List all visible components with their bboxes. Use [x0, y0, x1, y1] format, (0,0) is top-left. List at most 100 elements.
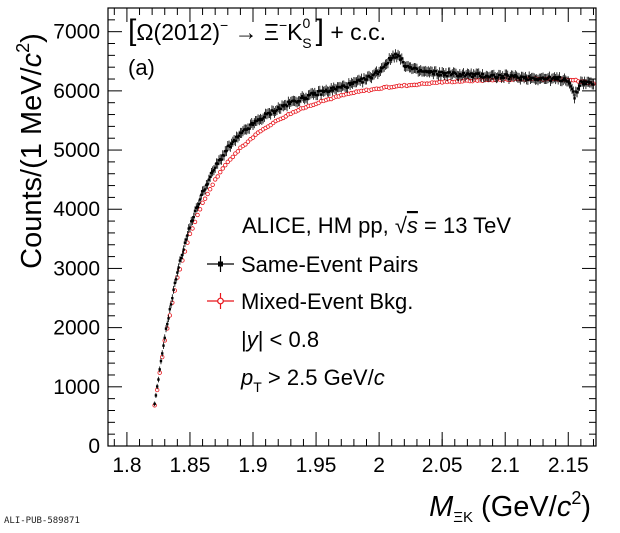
same-event-point	[424, 69, 427, 73]
same-event-point	[464, 73, 468, 77]
same-event-point	[312, 93, 315, 96]
same-event-point	[577, 87, 580, 90]
x-tick-label: 2.05	[422, 454, 463, 477]
same-event-point	[560, 79, 564, 83]
energy-value: = 13 TeV	[418, 213, 511, 238]
process-omega-charge: −	[220, 17, 228, 33]
same-event-point	[188, 226, 192, 229]
legend: Same-Event Pairs Mixed-Event Bkg.	[207, 252, 418, 314]
same-event-point	[245, 128, 248, 131]
same-event-point	[540, 76, 543, 80]
same-event-point	[517, 76, 521, 80]
same-event-point	[341, 84, 344, 88]
same-event-point	[507, 77, 511, 81]
same-event-point	[285, 104, 289, 108]
same-event-point	[544, 77, 547, 81]
same-event-point	[360, 77, 363, 80]
same-event-point	[289, 100, 293, 104]
same-event-point	[273, 111, 276, 115]
same-event-point	[554, 77, 557, 81]
x-axis-title-m: M	[429, 491, 454, 523]
same-event-point	[167, 317, 170, 320]
process-lbracket: [	[128, 14, 137, 47]
same-event-point	[488, 75, 492, 78]
mixed-event-point	[190, 226, 195, 231]
pt-p: p	[240, 365, 253, 390]
same-event-point	[390, 56, 393, 60]
same-event-point	[282, 105, 285, 108]
same-event-point	[161, 352, 164, 355]
plot-frame	[107, 7, 597, 447]
same-event-point	[236, 136, 240, 139]
same-event-point	[155, 385, 159, 388]
same-event-point	[514, 74, 517, 77]
same-event-point	[575, 91, 579, 94]
same-event-point	[340, 86, 343, 89]
same-event-point	[173, 281, 177, 285]
process-omega: Ω(2012)	[136, 19, 220, 45]
same-event-point	[234, 139, 237, 143]
y-tick-label: 4000	[53, 198, 100, 221]
same-event-point	[510, 74, 513, 77]
same-event-point	[269, 113, 272, 116]
same-event-point	[410, 67, 414, 71]
same-event-point	[343, 85, 347, 89]
same-event-point	[409, 66, 412, 69]
same-event-point	[260, 118, 264, 122]
same-event-point	[588, 81, 591, 84]
same-event-point	[451, 72, 454, 76]
same-event-point	[226, 144, 229, 148]
same-event-point	[279, 107, 282, 110]
same-event-point	[406, 64, 410, 68]
same-event-point	[558, 75, 561, 79]
same-event-point	[589, 81, 593, 84]
same-event-point	[357, 78, 361, 81]
same-event-point	[396, 53, 400, 57]
y-axis-title-c: c	[16, 52, 48, 67]
x-axis-title-close: )	[581, 491, 591, 523]
same-event-point	[505, 73, 508, 76]
panel-label: (a)	[128, 55, 155, 80]
same-event-point	[386, 62, 390, 65]
same-event-point	[509, 75, 512, 79]
same-event-point	[492, 73, 496, 77]
same-event-point	[550, 77, 554, 80]
same-event-point	[302, 96, 305, 100]
same-event-point	[254, 119, 257, 123]
series-same-event	[153, 49, 595, 407]
same-event-point	[253, 121, 256, 125]
same-event-point	[395, 56, 398, 59]
same-event-point	[466, 72, 469, 75]
same-event-point	[381, 66, 385, 69]
process-xi-charge: −	[279, 17, 287, 33]
process-k: K	[287, 19, 303, 45]
process-k-sup: 0	[302, 15, 310, 31]
same-event-point	[408, 66, 411, 69]
x-axis-title-units: (GeV/	[473, 491, 558, 523]
y-tick-label: 3000	[53, 257, 100, 280]
mixed-event-point	[230, 154, 236, 160]
x-tick-label: 1.9	[238, 454, 267, 477]
y-tick-label: 0	[88, 435, 100, 458]
same-event-point	[225, 149, 228, 153]
x-tick-label: 2.1	[491, 454, 520, 477]
same-event-point	[521, 75, 525, 79]
same-event-point	[478, 74, 482, 78]
same-event-point	[419, 68, 422, 72]
process-arrow: →	[228, 19, 264, 45]
same-event-point	[422, 70, 425, 73]
same-event-point	[322, 90, 325, 93]
same-event-point	[520, 75, 523, 78]
same-event-point	[271, 109, 275, 113]
same-event-point	[483, 76, 487, 79]
same-event-point	[567, 80, 570, 83]
same-event-point	[563, 77, 566, 80]
y-axis-title-close: )	[16, 33, 48, 43]
same-event-point	[463, 75, 467, 78]
same-event-point	[246, 127, 250, 130]
same-event-point	[309, 92, 313, 95]
same-event-point	[559, 79, 562, 83]
same-event-point	[511, 74, 514, 77]
same-event-point	[338, 85, 342, 89]
same-event-point	[591, 83, 594, 86]
